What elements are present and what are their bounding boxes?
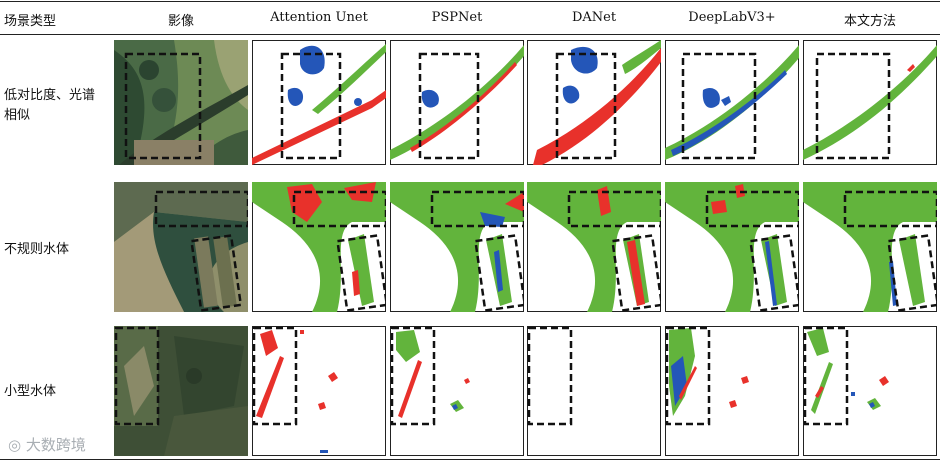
header-deeplabv3plus: DeepLabV3+ (688, 10, 776, 25)
scene-label-irregular: 不规则水体 (4, 242, 70, 257)
scene-label-low-contrast: 低对比度、光谱相似 (4, 88, 96, 123)
row2-danet-result (527, 182, 661, 312)
header-image: 影像 (167, 14, 194, 29)
row3-pspnet-result (390, 326, 524, 456)
header-pspnet: PSPNet (431, 10, 483, 25)
table-top-rule (0, 1, 940, 2)
row2-our-method-result (803, 182, 937, 312)
header-danet: DANet (571, 10, 617, 25)
row1-our-method-result (803, 40, 937, 165)
row1-pspnet-result (390, 40, 524, 165)
row2-deeplabv3plus-result (665, 182, 799, 312)
table-header-rule (0, 34, 940, 35)
row2-attention-unet-result (252, 182, 386, 312)
header-scene-type: 场景类型 (4, 14, 57, 29)
table-bottom-rule (0, 459, 940, 460)
row3-satellite-image (114, 326, 248, 456)
watermark-logo-icon: ◎ (8, 436, 22, 454)
row1-danet-result (527, 40, 661, 165)
scene-label-small: 小型水体 (4, 384, 57, 399)
row3-our-method-result (803, 326, 937, 456)
header-attention-unet: Attention Unet (270, 10, 368, 25)
row3-danet-result (527, 326, 661, 456)
watermark: ◎ 大数跨境 (8, 434, 86, 455)
row2-satellite-image (114, 182, 248, 312)
row1-deeplabv3plus-result (665, 40, 799, 165)
header-our-method: 本文方法 (843, 14, 896, 29)
row3-deeplabv3plus-result (665, 326, 799, 456)
watermark-text: 大数跨境 (25, 436, 86, 454)
row3-attention-unet-result (252, 326, 386, 456)
row1-attention-unet-result (252, 40, 386, 165)
row1-satellite-image (114, 40, 248, 165)
row2-pspnet-result (390, 182, 524, 312)
